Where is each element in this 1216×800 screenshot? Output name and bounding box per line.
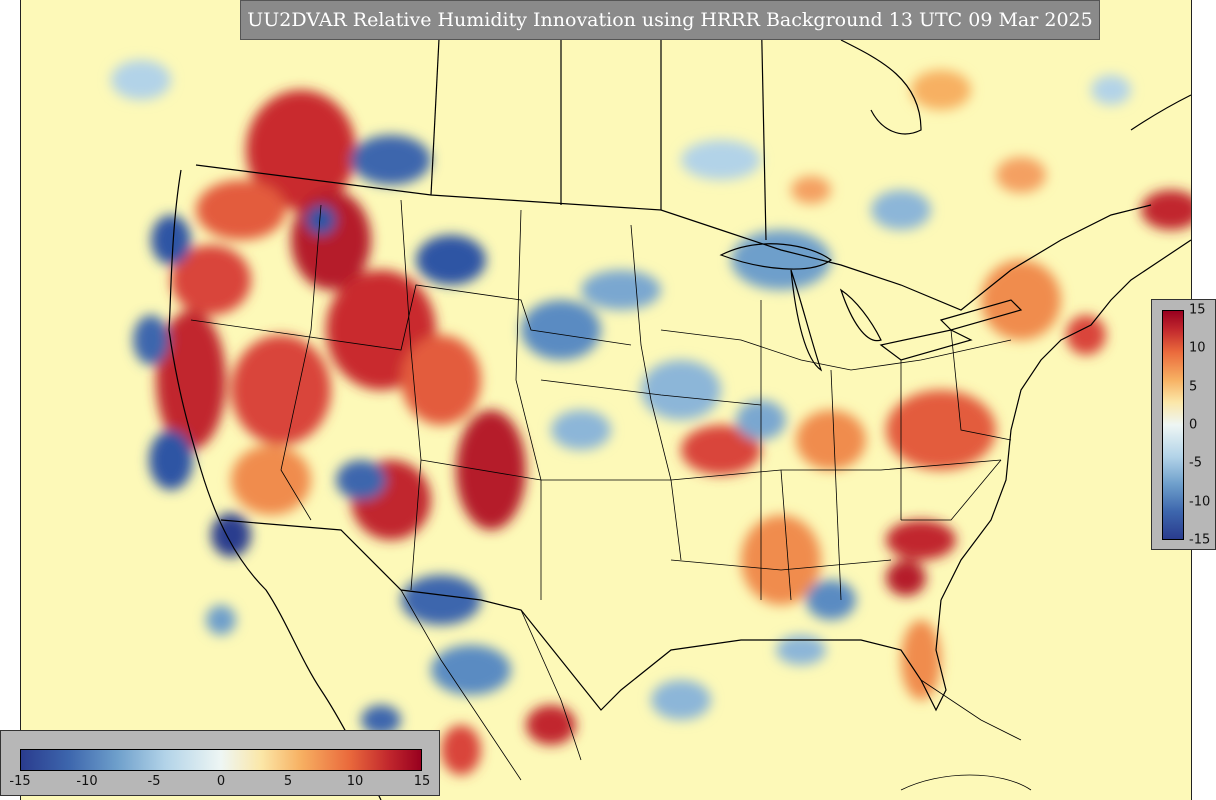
vbar-tick-label: 5 — [1189, 379, 1198, 395]
mexico-lines — [400, 589, 1032, 791]
vbar-tick-label: -15 — [1189, 532, 1211, 548]
horizontal-colorbar-ramp — [20, 749, 422, 771]
vbar-tick-label: 10 — [1189, 340, 1206, 356]
state-lines — [190, 199, 1012, 601]
hbar-tick-label: 15 — [413, 774, 431, 789]
vbar-tick-label: -5 — [1189, 455, 1202, 471]
hbar-tick-label: -10 — [76, 774, 98, 789]
map-title: UU2DVAR Relative Humidity Innovation usi… — [240, 0, 1100, 40]
humidity-innovation-map — [111, 0, 1191, 800]
hbar-tick-label: -15 — [9, 774, 31, 789]
vertical-colorbar-ramp — [1162, 310, 1184, 540]
innovation-field — [111, 60, 1191, 775]
hbar-tick-label: 0 — [216, 774, 226, 789]
boundaries — [168, 0, 1191, 800]
hbar-tick-label: 10 — [346, 774, 364, 789]
vertical-colorbar: 15 10 5 0 -5 -10 -15 — [1151, 299, 1216, 550]
vbar-tick-label: 15 — [1189, 302, 1206, 318]
hbar-tick-label: -5 — [147, 774, 161, 789]
vbar-tick-label: -10 — [1189, 494, 1211, 510]
horizontal-colorbar: -15 -10 -5 0 5 10 15 — [0, 730, 440, 796]
vbar-tick-label: 0 — [1189, 417, 1198, 433]
hbar-tick-label: 5 — [283, 774, 293, 789]
map-panel — [20, 0, 1192, 800]
